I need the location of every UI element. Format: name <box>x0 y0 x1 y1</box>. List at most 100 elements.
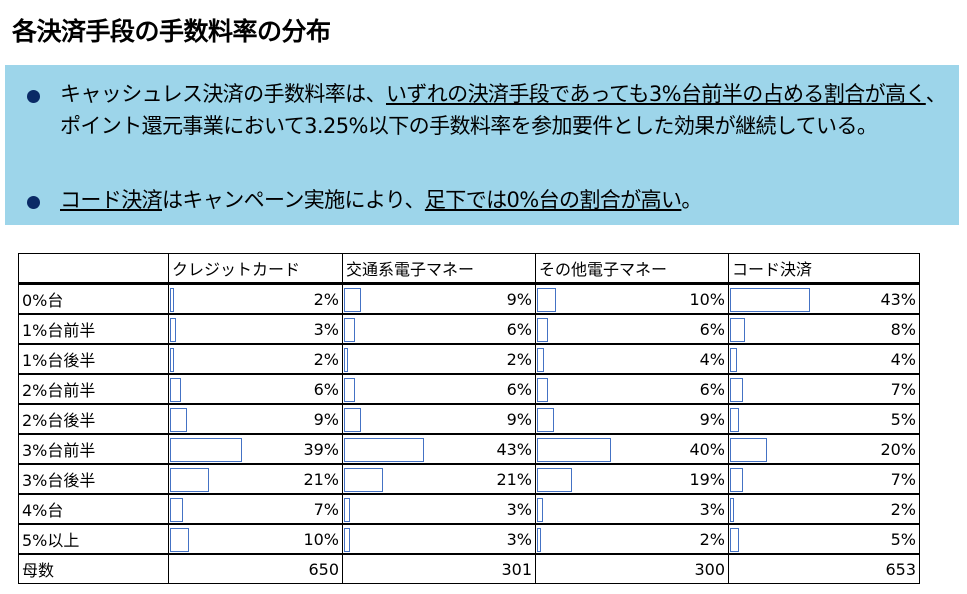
value-cell: 20% <box>728 433 920 465</box>
value-cell: 9% <box>168 403 343 435</box>
data-bar <box>730 318 745 342</box>
percent-value: 10% <box>303 529 339 549</box>
value-cell: 10% <box>168 523 343 555</box>
bullet-point: コード決済はキャンペーン実施により、足下では0%台の割合が高い。 <box>25 184 960 216</box>
value-cell: 19% <box>535 463 729 495</box>
value-cell: 2% <box>728 493 920 525</box>
data-bar <box>344 288 361 312</box>
value-cell: 9% <box>342 403 536 435</box>
data-bar <box>344 438 424 462</box>
percent-value: 9% <box>313 409 339 429</box>
percent-value: 2% <box>699 529 725 549</box>
data-bar <box>344 498 350 522</box>
table-row: 3%台前半 39% 43% 40% 20% <box>18 433 920 465</box>
row-label: 1%台後半 <box>18 343 169 375</box>
data-bar <box>537 468 573 492</box>
percent-value: 3% <box>506 499 532 519</box>
table-row: 2%台後半 9% 9% 9% 5% <box>18 403 920 435</box>
percent-value: 4% <box>699 349 725 369</box>
table-row: 0%台 2% 9% 10% 43% <box>18 283 920 315</box>
value-cell: 43% <box>342 433 536 465</box>
percent-value: 43% <box>496 439 532 459</box>
value-cell: 6% <box>342 373 536 405</box>
data-bar <box>537 288 556 312</box>
footer-row: 母数 650 301 300 653 <box>18 553 920 584</box>
column-header: コード決済 <box>728 253 920 285</box>
percent-value: 3% <box>699 499 725 519</box>
column-header: 交通系電子マネー <box>342 253 536 285</box>
percent-value: 39% <box>303 439 339 459</box>
bullet-icon <box>27 196 40 209</box>
row-label: 2%台前半 <box>18 373 169 405</box>
value-cell: 6% <box>168 373 343 405</box>
data-bar <box>170 288 174 312</box>
percent-value: 6% <box>313 379 339 399</box>
data-bar <box>344 408 361 432</box>
summary-box <box>5 65 959 225</box>
bullet-text: いずれの決済手段であっても3%台前半の占める割合が高く <box>385 82 926 106</box>
bullet-text: はキャンペーン実施により、 <box>162 188 425 212</box>
percent-value: 2% <box>506 349 532 369</box>
percent-value: 8% <box>890 319 916 339</box>
data-bar <box>730 528 740 552</box>
data-bar <box>537 408 554 432</box>
value-cell: 40% <box>535 433 729 465</box>
data-bar <box>170 378 182 402</box>
page-title: 各決済手段の手数料率の分布 <box>12 17 331 46</box>
percent-value: 6% <box>699 319 725 339</box>
value-cell: 4% <box>535 343 729 375</box>
data-bar <box>730 438 767 462</box>
data-bar <box>170 498 183 522</box>
percent-value: 9% <box>699 409 725 429</box>
data-bar <box>537 528 541 552</box>
data-bar <box>537 498 543 522</box>
value-cell: 21% <box>168 463 343 495</box>
data-bar <box>730 288 810 312</box>
data-bar <box>344 348 348 372</box>
header-row: クレジットカード 交通系電子マネー その他電子マネー コード決済 <box>18 253 920 285</box>
percent-value: 2% <box>313 289 339 309</box>
percent-value: 21% <box>496 469 532 489</box>
percent-value: 3% <box>313 319 339 339</box>
value-cell: 6% <box>535 313 729 345</box>
value-cell: 8% <box>728 313 920 345</box>
data-bar <box>344 378 356 402</box>
data-bar <box>537 378 549 402</box>
bullet-text: コード決済 <box>60 188 163 212</box>
bullet-text: キャッシュレス決済の手数料率は、 <box>60 82 387 106</box>
sample-size: 300 <box>535 553 729 584</box>
value-cell: 3% <box>168 313 343 345</box>
value-cell: 6% <box>535 373 729 405</box>
value-cell: 7% <box>168 493 343 525</box>
value-cell: 2% <box>168 343 343 375</box>
percent-value: 21% <box>303 469 339 489</box>
percent-value: 2% <box>890 499 916 519</box>
column-header: その他電子マネー <box>535 253 729 285</box>
data-bar <box>170 348 174 372</box>
value-cell: 5% <box>728 403 920 435</box>
value-cell: 3% <box>535 493 729 525</box>
percent-value: 2% <box>313 349 339 369</box>
percent-value: 7% <box>313 499 339 519</box>
row-label: 1%台前半 <box>18 313 169 345</box>
bullet-text: 、ポイント還元事業において3.25%以下の手数料率を参加要件とした効果が継続して… <box>60 82 947 138</box>
table-row: 1%台後半 2% 2% 4% 4% <box>18 343 920 375</box>
data-bar <box>344 468 383 492</box>
row-label: 母数 <box>18 553 169 584</box>
bullet-text: 。 <box>681 188 702 212</box>
value-cell: 7% <box>728 373 920 405</box>
percent-value: 9% <box>506 289 532 309</box>
data-bar <box>170 528 189 552</box>
value-cell: 10% <box>535 283 729 315</box>
fee-distribution-table: クレジットカード 交通系電子マネー その他電子マネー コード決済 0%台 2% 9% 10% 4… <box>18 253 920 584</box>
data-bar <box>170 318 176 342</box>
row-label: 5%以上 <box>18 523 169 555</box>
percent-value: 6% <box>506 319 532 339</box>
data-bar <box>730 468 743 492</box>
percent-value: 6% <box>506 379 532 399</box>
row-label: 0%台 <box>18 283 169 315</box>
value-cell: 43% <box>728 283 920 315</box>
percent-value: 20% <box>880 439 916 459</box>
data-bar <box>170 468 209 492</box>
data-bar <box>537 348 545 372</box>
